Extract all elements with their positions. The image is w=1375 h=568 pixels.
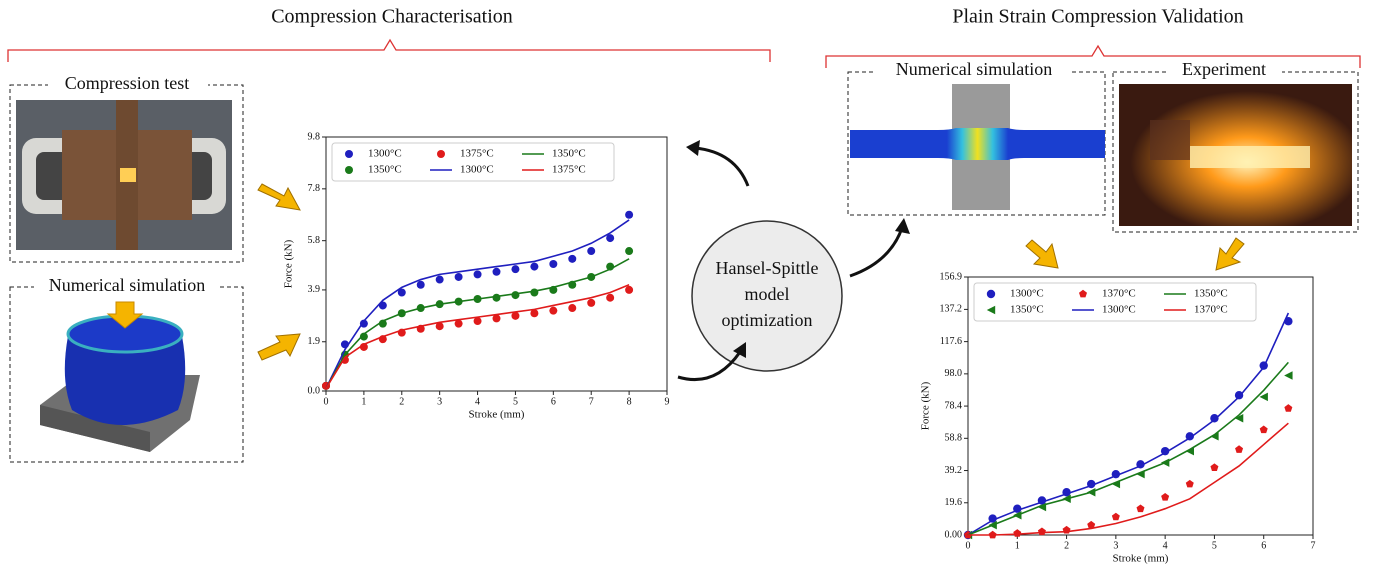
x-tick-label: 9 [665, 396, 670, 407]
legend-label: 1350°C [1194, 288, 1228, 300]
cylinder-simulation [40, 302, 200, 452]
chart: 0 1 2 3 4 5 6 7 0.00 19.6 39.2 58.8 78.4 98.0 117.6 137… [920, 271, 1316, 564]
x-tick-label: 5 [513, 396, 518, 407]
arrow [1026, 240, 1058, 268]
x-tick-label: 8 [627, 396, 632, 407]
y-tick-label: 0.00 [945, 529, 963, 540]
marker [511, 291, 519, 299]
marker [587, 299, 595, 307]
arrowhead [686, 140, 700, 156]
legend-label: 1300°C [460, 164, 494, 176]
marker [493, 268, 501, 276]
x-tick-label: 1 [361, 396, 366, 407]
y-axis-label: Force (kN) [283, 239, 295, 288]
x-tick-label: 6 [1261, 540, 1266, 551]
legend-label: 1370°C [1102, 288, 1136, 300]
x-tick-label: 0 [966, 540, 971, 551]
x-tick-label: 6 [551, 396, 556, 407]
legend-label: 1350°C [1010, 304, 1044, 316]
marker [568, 304, 576, 312]
x-tick-label: 7 [589, 396, 594, 407]
marker [549, 307, 557, 315]
figure: Compression Characterisation Plain Strai… [0, 0, 1375, 568]
marker [474, 270, 482, 278]
chart: 0 1 2 3 4 5 6 7 8 9 0.0 1.9 3.9 5.8 7.8 9.8 Stroke (mm) F… [283, 131, 670, 420]
marker [493, 294, 501, 302]
y-tick-label: 156.9 [940, 271, 963, 282]
bracket [8, 40, 770, 62]
legend-label: 1350°C [552, 148, 586, 160]
legend-swatch [987, 290, 995, 298]
legend-swatch [345, 166, 353, 174]
y-tick-label: 19.6 [945, 497, 963, 508]
panel-label: Numerical simulation [896, 59, 1052, 79]
section-title: Plain Strain Compression Validation [952, 6, 1243, 28]
arrowhead [895, 218, 910, 234]
legend-label: 1300°C [1010, 288, 1044, 300]
marker [436, 276, 444, 284]
marker [511, 265, 519, 273]
marker [568, 255, 576, 263]
marker [530, 263, 538, 271]
y-tick-label: 39.2 [945, 465, 963, 476]
arrow [850, 228, 902, 276]
y-tick-label: 137.2 [940, 304, 963, 315]
panel-label: Compression test [65, 73, 190, 93]
y-axis-label: Force (kN) [920, 381, 932, 430]
legend-label: 1370°C [1194, 304, 1228, 316]
section-title: Compression Characterisation [271, 6, 513, 28]
y-tick-label: 7.8 [308, 183, 321, 194]
x-tick-label: 2 [399, 396, 404, 407]
y-tick-label: 78.4 [945, 400, 963, 411]
psc-simulation [850, 84, 1105, 210]
y-tick-label: 0.0 [308, 385, 321, 396]
y-tick-label: 117.6 [940, 336, 962, 347]
arrow [695, 148, 748, 186]
x-axis-label: Stroke (mm) [469, 409, 525, 421]
x-tick-label: 3 [437, 396, 442, 407]
y-tick-label: 3.9 [308, 284, 321, 295]
y-tick-label: 9.8 [308, 131, 321, 142]
arrow [258, 334, 300, 360]
x-tick-label: 4 [1163, 540, 1168, 551]
legend-label: 1350°C [368, 164, 402, 176]
marker [625, 211, 633, 219]
panel-label: Experiment [1182, 59, 1266, 79]
x-tick-label: 5 [1212, 540, 1217, 551]
arrow [258, 184, 300, 210]
x-tick-label: 3 [1113, 540, 1118, 551]
legend-label: 1375°C [552, 164, 586, 176]
node-label: model [745, 284, 790, 304]
node-label: Hansel-Spittle [716, 258, 819, 278]
x-tick-label: 4 [475, 396, 480, 407]
marker [587, 247, 595, 255]
x-tick-label: 2 [1064, 540, 1069, 551]
x-axis-label: Stroke (mm) [1113, 553, 1169, 565]
marker [549, 260, 557, 268]
node-label: optimization [722, 310, 813, 330]
y-tick-label: 5.8 [308, 235, 321, 246]
marker [606, 294, 614, 302]
marker [625, 286, 633, 294]
marker [417, 281, 425, 289]
arrow [1216, 238, 1244, 270]
y-tick-label: 1.9 [308, 336, 321, 347]
legend-swatch [345, 150, 353, 158]
marker [625, 247, 633, 255]
photo [1119, 84, 1352, 226]
legend-swatch [437, 150, 445, 158]
panel-label: Numerical simulation [49, 275, 205, 295]
photo [16, 100, 232, 250]
legend-label: 1300°C [368, 148, 402, 160]
x-tick-label: 0 [324, 396, 329, 407]
x-tick-label: 7 [1311, 540, 1316, 551]
legend-label: 1375°C [460, 148, 494, 160]
y-tick-label: 58.8 [945, 433, 963, 444]
legend-label: 1300°C [1102, 304, 1136, 316]
x-tick-label: 1 [1015, 540, 1020, 551]
marker [530, 289, 538, 297]
marker [455, 273, 463, 281]
y-tick-label: 98.0 [945, 368, 963, 379]
